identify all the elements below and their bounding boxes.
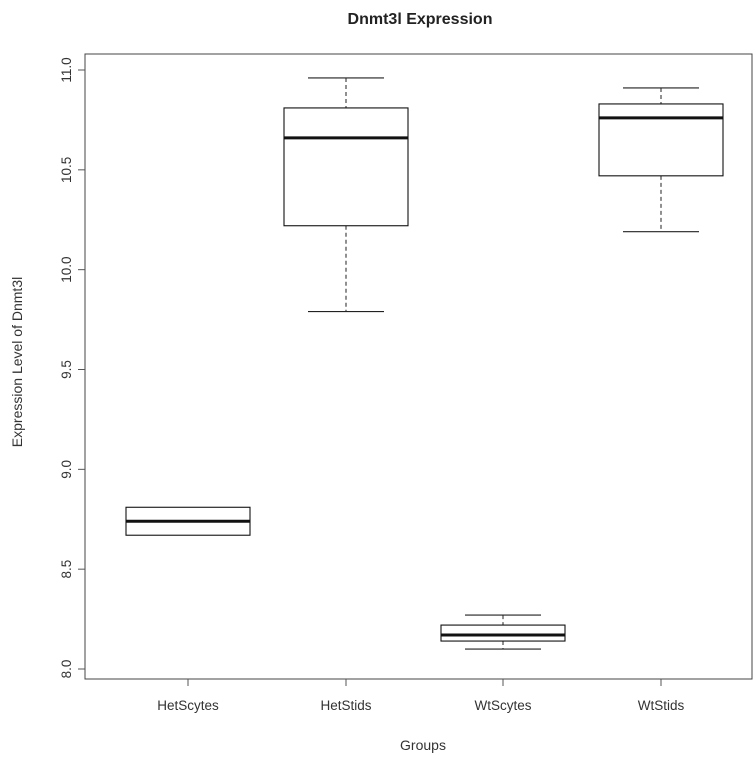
x-tick-label: WtStids [638, 698, 685, 713]
x-tick-label: WtScytes [474, 698, 531, 713]
iqr-box [598, 103, 724, 177]
plot-frame [84, 53, 753, 680]
y-tick-label: 10.5 [59, 157, 74, 183]
plot-box-frame [84, 53, 753, 680]
chart-title: Dnmt3l Expression [348, 11, 493, 28]
boxes [125, 77, 724, 650]
x-axis: HetScytes HetStids WtScytes WtStids [157, 679, 684, 713]
y-tick-label: 11.0 [59, 57, 74, 82]
iqr-box [440, 624, 566, 642]
y-tick-label: 9.5 [59, 360, 74, 379]
box-hetscytes [125, 506, 251, 536]
box-wtscytes [440, 614, 566, 650]
iqr-box [283, 107, 409, 227]
y-axis: 8.0 8.5 9.0 9.5 10.0 10.5 11.0 [59, 57, 85, 678]
x-tick-label: HetStids [320, 698, 371, 713]
y-tick-label: 8.5 [59, 560, 74, 579]
x-axis-label: Groups [400, 737, 446, 753]
x-tick-label: HetScytes [157, 698, 219, 713]
y-axis-label: Expression Level of Dnmt3l [9, 277, 25, 447]
box-wtstids [598, 87, 724, 233]
box-hetstids [283, 77, 409, 313]
y-tick-label: 10.0 [59, 257, 74, 283]
y-tick-label: 9.0 [59, 460, 74, 479]
y-tick-label: 8.0 [59, 660, 74, 679]
